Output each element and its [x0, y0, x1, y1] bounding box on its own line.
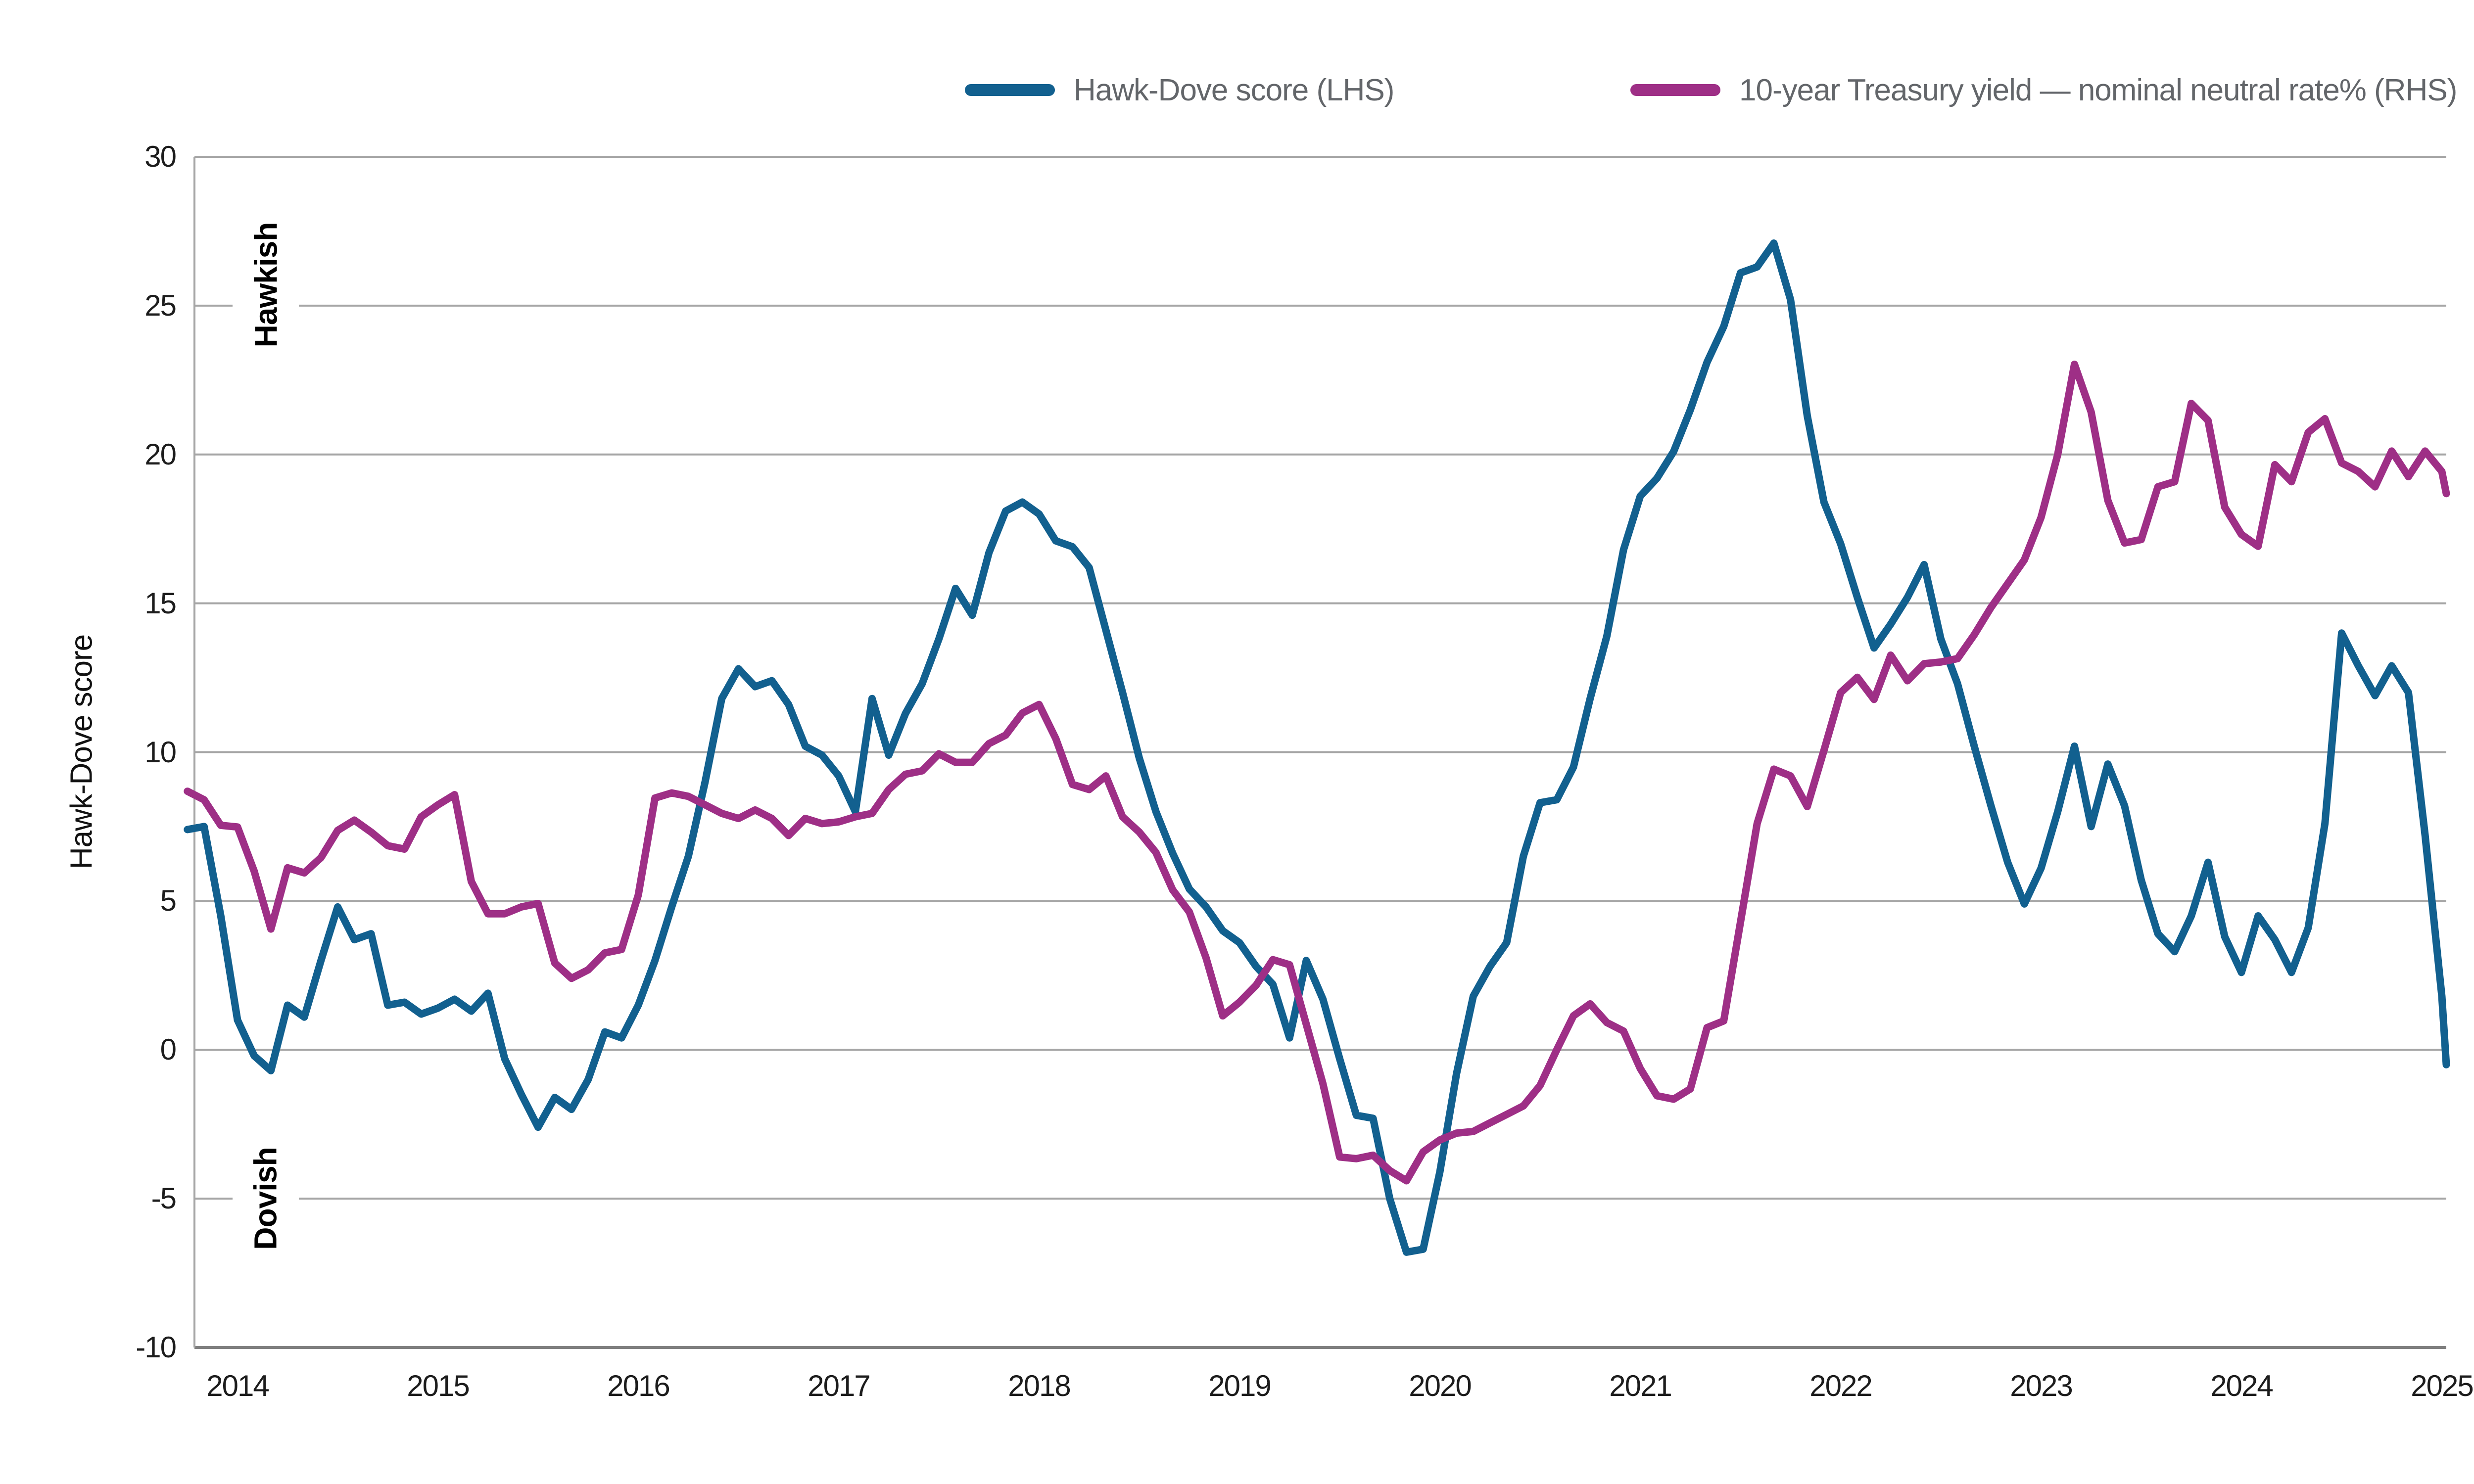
x-tick-2018: 2018: [1008, 1369, 1071, 1402]
x-tick-2016: 2016: [607, 1369, 670, 1402]
left-axis-title: Hawk-Dove score: [64, 634, 99, 870]
hawk-dove-legend-swatch: [965, 84, 1055, 96]
treasury-legend-swatch: [1630, 84, 1720, 96]
x-tick-2020: 2020: [1409, 1369, 1472, 1402]
x-tick-2023: 2023: [2010, 1369, 2073, 1402]
y-left-tick-0: 0: [160, 1033, 177, 1067]
x-tick-2015: 2015: [407, 1369, 470, 1402]
hawk-dove-legend-label: Hawk-Dove score (LHS): [1074, 73, 1394, 107]
legend-item-hawk-dove: Hawk-Dove score (LHS): [965, 69, 1394, 111]
x-tick-2017: 2017: [808, 1369, 870, 1402]
treasury-line: [184, 361, 2450, 1185]
y-left-tick--10: -10: [136, 1331, 177, 1364]
hawk-dove-line: [184, 239, 2450, 1256]
y-left-tick-30: 30: [144, 140, 177, 173]
y-left-tick-5: 5: [160, 884, 177, 918]
legend-item-treasury: 10-year Treasury yield — nominal neutral…: [1630, 69, 2457, 111]
x-tick-2014: 2014: [206, 1369, 269, 1402]
treasury-legend-label: 10-year Treasury yield — nominal neutral…: [1739, 73, 2457, 107]
dovish-annotation: Dovish: [233, 1117, 299, 1281]
x-tick-2022: 2022: [1809, 1369, 1872, 1402]
x-tick-2024: 2024: [2210, 1369, 2273, 1402]
y-left-tick-20: 20: [144, 437, 177, 471]
y-left-tick-25: 25: [144, 288, 177, 322]
x-tick-2021: 2021: [1609, 1369, 1672, 1402]
y-left-tick-10: 10: [144, 735, 177, 769]
x-tick-2019: 2019: [1208, 1369, 1271, 1402]
y-left-tick-15: 15: [144, 586, 177, 620]
hawkish-annotation: Hawkish: [233, 203, 299, 367]
x-tick-2025: 2025: [2411, 1369, 2474, 1402]
y-left-tick--5: -5: [151, 1182, 177, 1215]
